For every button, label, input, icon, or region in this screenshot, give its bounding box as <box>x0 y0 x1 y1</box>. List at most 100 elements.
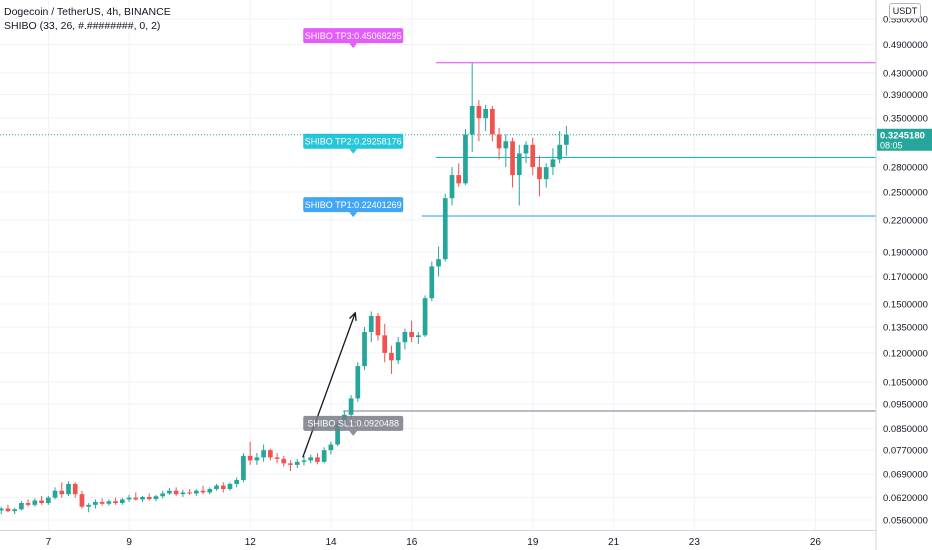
grid-lines <box>0 0 876 530</box>
x-tick-label: 21 <box>608 537 620 548</box>
candle-body <box>389 352 394 361</box>
candle-body <box>140 496 145 500</box>
x-tick-label: 14 <box>325 537 337 548</box>
candle-body <box>294 461 300 465</box>
candle-body <box>5 508 11 512</box>
y-tick-label: 0.1350000 <box>883 323 928 334</box>
candle-body <box>25 503 31 505</box>
candle-down <box>220 482 226 493</box>
candle-body <box>503 141 509 149</box>
candle-body <box>537 167 542 180</box>
candle-up <box>449 167 455 206</box>
candle-body <box>254 457 260 461</box>
candle-body <box>496 134 502 149</box>
candle-down <box>72 482 78 498</box>
candle-up <box>45 495 51 505</box>
y-tick-label: 0.0850000 <box>883 424 928 435</box>
candle-down <box>133 492 139 501</box>
candle-body <box>355 366 361 399</box>
candle-down <box>281 455 287 467</box>
candle-down <box>382 323 388 363</box>
candle-down <box>99 498 105 506</box>
level-label-text: SHIBO TP2:0.29258176 <box>305 137 402 147</box>
candle-body <box>476 105 482 119</box>
y-tick-label: 0.0690000 <box>883 470 928 481</box>
level-label-text: SHIBO SL1:0.0920488 <box>307 419 399 429</box>
candle-body <box>234 480 240 484</box>
trend-arrow-head <box>349 311 357 321</box>
candle-up <box>234 477 240 488</box>
y-tick-label: 0.0950000 <box>883 400 928 411</box>
candle-up <box>294 458 300 468</box>
indicator-label[interactable]: SHIBO (33, 26, #.########, 0, 2) <box>4 20 161 32</box>
candle-down <box>510 137 515 188</box>
candle-up <box>241 453 246 483</box>
price-tag-box <box>877 128 932 151</box>
candle-up <box>160 490 166 499</box>
candle-body <box>247 455 253 461</box>
y-tick-label: 0.2800000 <box>883 163 928 174</box>
candle-up <box>550 148 556 176</box>
y-tick-label: 0.0620000 <box>883 493 928 504</box>
candle-body <box>463 134 468 184</box>
price-countdown: 08:05 <box>880 140 903 150</box>
candlestick-series <box>0 63 569 515</box>
candle-body <box>214 485 219 490</box>
candle-body <box>72 483 78 495</box>
candle-down <box>247 441 253 465</box>
candle-up <box>119 497 125 505</box>
current-price-value: 0.3245180 <box>880 130 925 141</box>
candle-down <box>25 499 31 507</box>
candle-down <box>288 460 293 472</box>
candle-body <box>402 331 408 343</box>
candle-down <box>496 127 502 160</box>
candle-body <box>368 315 374 332</box>
candle-body <box>167 490 172 494</box>
target-level-labels: SHIBO TP3:0.45068295 SHIBO TP2:0.29258176… <box>303 28 404 436</box>
candle-body <box>395 342 401 361</box>
y-tick-label: 0.1900000 <box>883 248 928 259</box>
candle-down <box>476 100 482 142</box>
candle-body <box>207 489 213 493</box>
level-label-pointer <box>349 212 358 218</box>
candle-up <box>19 501 24 511</box>
candle-down <box>490 105 495 142</box>
candle-body <box>59 490 65 495</box>
candle-down <box>456 163 462 187</box>
y-tick-label: 0.2500000 <box>883 187 928 198</box>
candle-up <box>503 134 509 168</box>
candle-body <box>113 501 118 504</box>
candle-up <box>32 498 38 507</box>
target-level-lines <box>0 62 876 412</box>
y-tick-label: 0.4900000 <box>883 40 928 51</box>
candle-body <box>382 335 388 353</box>
y-tick-label: 0.2200000 <box>883 215 928 226</box>
candle-body <box>274 457 280 459</box>
candle-body <box>160 493 166 497</box>
candle-body <box>362 331 367 367</box>
candle-body <box>516 153 522 176</box>
candle-body <box>106 501 112 504</box>
candle-down <box>173 487 179 496</box>
candle-up <box>415 331 421 344</box>
candle-body <box>308 457 314 461</box>
currency-button[interactable]: USDT <box>889 3 921 19</box>
candle-body <box>267 450 273 458</box>
level-label-text: SHIBO TP1:0.22401269 <box>305 200 402 210</box>
candle-body <box>348 398 354 415</box>
candle-body <box>193 490 199 494</box>
level-label-box <box>303 415 404 431</box>
candle-up <box>348 395 354 419</box>
candle-down <box>39 495 44 505</box>
candle-up <box>321 447 327 464</box>
candle-body <box>315 457 320 462</box>
x-tick-label: 12 <box>245 537 257 548</box>
level-label-pointer <box>349 43 358 49</box>
candle-down <box>5 504 11 513</box>
candle-up <box>261 444 266 462</box>
candle-up <box>368 311 374 343</box>
candle-body <box>99 501 105 504</box>
candle-body <box>187 492 192 494</box>
